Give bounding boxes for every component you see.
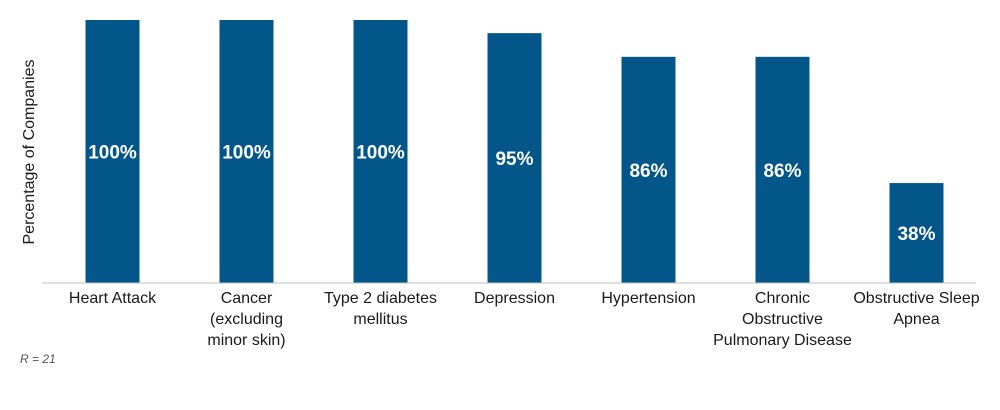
data-label-0: 100% [88, 143, 137, 164]
category-label-5: Chronic Obstructive Pulmonary Disease [713, 290, 852, 349]
category-label-line: Obstructive Sleep [853, 290, 979, 307]
category-label-line: Type 2 diabetes [324, 290, 437, 307]
bar-5 [755, 56, 810, 283]
category-label-line: Cancer [221, 290, 273, 307]
data-label-5: 86% [763, 161, 801, 182]
data-label-2: 100% [356, 143, 405, 164]
category-label-line: Pulmonary Disease [713, 332, 852, 349]
category-label-1: Cancer (excluding minor skin) [207, 290, 285, 349]
category-label-line: Depression [474, 290, 555, 307]
bar-2 [353, 20, 408, 283]
category-label-line: Hypertension [601, 290, 695, 307]
y-axis-label: Percentage of Companies [21, 60, 38, 245]
category-label-line: Apnea [893, 311, 939, 328]
bar-3 [487, 33, 542, 284]
bars-group: 100% 100% 100% 95% 86% 86% 38% [85, 20, 944, 284]
category-label-6: Obstructive Sleep Apnea [853, 290, 979, 328]
bar-0 [85, 20, 140, 283]
category-label-line: (excluding [210, 311, 283, 328]
category-label-3: Depression [474, 290, 555, 307]
category-labels-group: Heart Attack Cancer (excluding minor skin) T… [69, 290, 980, 349]
data-label-4: 86% [629, 161, 667, 182]
data-label-3: 95% [495, 149, 533, 170]
category-label-4: Hypertension [601, 290, 695, 307]
data-label-1: 100% [222, 143, 271, 164]
data-label-6: 38% [897, 224, 935, 245]
bar-4 [621, 56, 676, 283]
category-label-line: minor skin) [207, 332, 285, 349]
category-label-2: Type 2 diabetes mellitus [324, 290, 437, 328]
category-label-line: Obstructive [742, 311, 823, 328]
category-label-line: Heart Attack [69, 290, 157, 307]
bar-6 [889, 183, 944, 283]
bar-1 [219, 20, 274, 283]
category-label-0: Heart Attack [69, 290, 157, 307]
category-label-line: mellitus [353, 311, 407, 328]
category-label-line: Chronic [755, 290, 810, 307]
sample-size-note: R = 21 [20, 352, 56, 366]
